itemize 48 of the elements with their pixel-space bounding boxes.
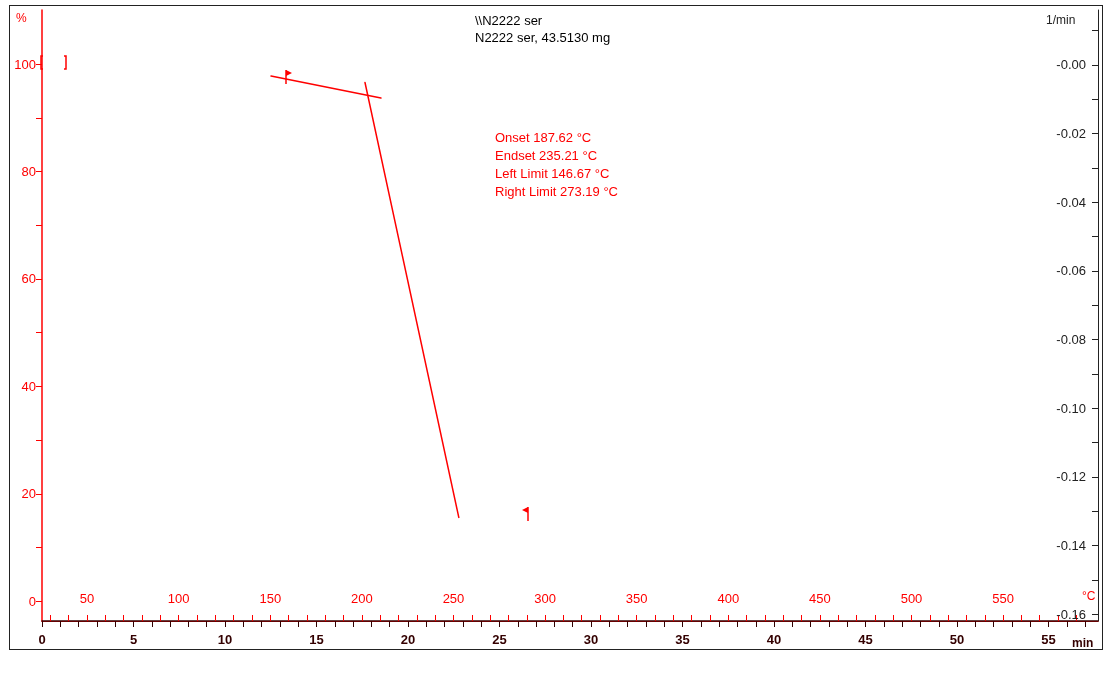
y2-tick-label: -0.04 bbox=[1056, 194, 1086, 210]
x-tick-label: 200 bbox=[351, 591, 373, 606]
annotation: Endset 235.21 °C bbox=[495, 148, 598, 163]
y-axis-title: % bbox=[16, 11, 27, 25]
x2-axis-title: min bbox=[1072, 636, 1094, 650]
x2-tick-label: 0 bbox=[38, 632, 46, 647]
x2-tick-label: 5 bbox=[129, 632, 138, 647]
x-tick-label: 100 bbox=[167, 591, 190, 606]
x-tick-label: 300 bbox=[534, 591, 556, 606]
y2-tick-label: -0.10 bbox=[1056, 400, 1086, 416]
x-axis-title: °C bbox=[1082, 589, 1096, 603]
annotation: Onset 187.62 °C bbox=[495, 130, 592, 145]
y-tick-label: 80 bbox=[21, 164, 36, 180]
y2-axis-title: 1/min bbox=[1046, 13, 1076, 27]
x2-tick-label: 30 bbox=[583, 632, 599, 647]
x-tick-label: 150 bbox=[259, 591, 282, 606]
x2-tick-label: 35 bbox=[675, 632, 690, 647]
x-tick-label: 400 bbox=[717, 591, 740, 606]
x-tick-label: 50 bbox=[79, 591, 95, 606]
x2-tick-label: 55 bbox=[1041, 632, 1056, 647]
y2-tick-label: -0.02 bbox=[1056, 126, 1086, 142]
x2-tick-label: 15 bbox=[309, 632, 324, 647]
text: N2222 ser, 43.5130 mg bbox=[475, 30, 611, 45]
y2-tick-label: -0.00 bbox=[1056, 57, 1086, 73]
y-tick-label: 20 bbox=[21, 486, 36, 502]
x2-tick-label: 50 bbox=[949, 632, 965, 647]
y2-tick-label: -0.12 bbox=[1056, 469, 1086, 485]
y-tick-label: 0 bbox=[28, 593, 36, 609]
x2-tick-label: 45 bbox=[858, 632, 873, 647]
y-tick-label: 60 bbox=[21, 271, 36, 287]
x-tick-label: 450 bbox=[809, 591, 831, 606]
x-tick-label: 550 bbox=[992, 591, 1014, 606]
x2-tick-label: 10 bbox=[217, 632, 233, 647]
y2-tick-label: -0.14 bbox=[1056, 537, 1086, 553]
x2-tick-label: 40 bbox=[766, 632, 782, 647]
chart-title: \\N2222 ser bbox=[475, 13, 543, 28]
annotation: Right Limit 273.19 °C bbox=[495, 184, 618, 199]
x2-tick-label: 25 bbox=[492, 632, 507, 647]
x-tick-label: 500 bbox=[900, 591, 923, 606]
y2-tick-label: -0.16 bbox=[1056, 606, 1086, 622]
annotation: Left Limit 146.67 °C bbox=[495, 166, 610, 181]
y-tick-label: 40 bbox=[21, 378, 36, 394]
x-tick-label: 350 bbox=[625, 591, 648, 606]
y2-tick-label: -0.08 bbox=[1056, 332, 1086, 348]
x-tick-label: 250 bbox=[442, 591, 465, 606]
y-tick-label: 100 bbox=[14, 56, 36, 72]
x2-tick-label: 20 bbox=[400, 632, 416, 647]
y2-tick-label: -0.06 bbox=[1056, 263, 1086, 279]
